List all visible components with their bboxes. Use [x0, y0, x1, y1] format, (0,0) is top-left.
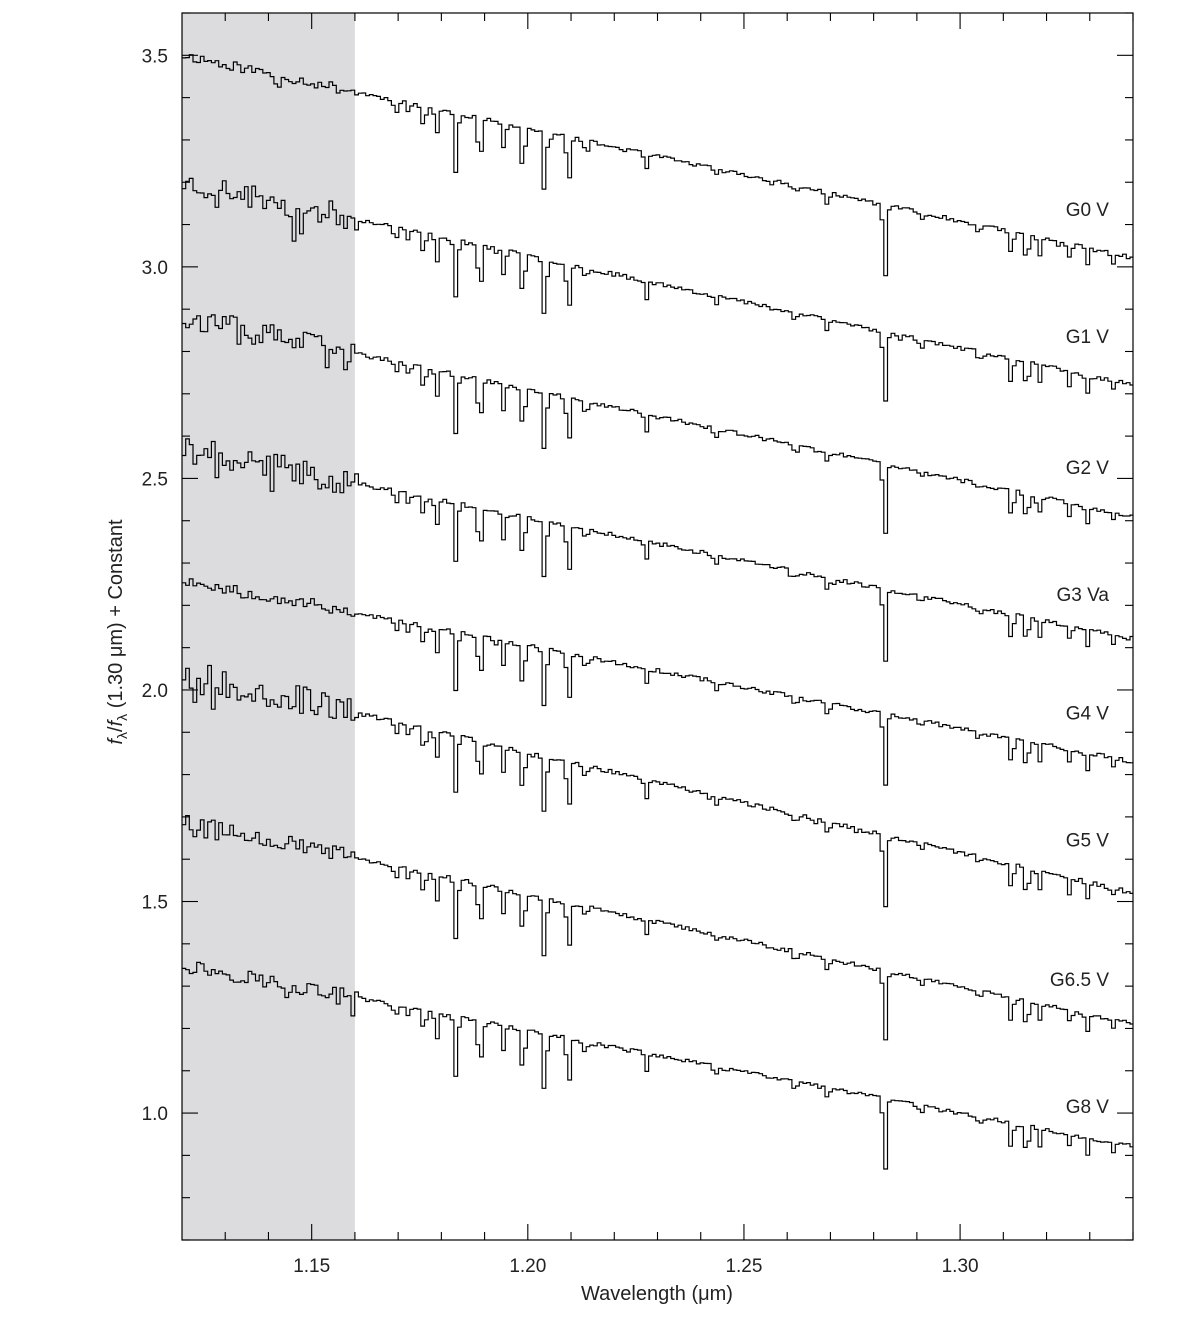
y-tick-label: 1.5 — [142, 893, 168, 914]
y-axis-label-rest: (1.30 μm) + Constant — [105, 519, 127, 714]
y-axis-label: fλ/fλ (1.30 μm) + Constant — [105, 519, 130, 745]
tick-labels: 1.15 1.20 1.25 1.30 1.0 1.5 2.0 2.5 3.0 3.5 — [142, 46, 979, 1277]
spectra-lines — [182, 54, 1133, 1170]
spectrum-line — [182, 314, 1133, 534]
series-label: G8 V — [1066, 1097, 1110, 1118]
axis-ticks — [182, 12, 1134, 1241]
y-tick-label: 3.5 — [142, 46, 168, 67]
spectrum-line — [182, 438, 1133, 662]
plot-frame — [181, 12, 1134, 1241]
y-axis-label-slash: / — [105, 726, 127, 732]
y-tick-label: 1.0 — [142, 1104, 168, 1125]
y-axis-label-f2: f — [105, 718, 127, 726]
spectrum-line — [182, 664, 1133, 908]
y-tick-label: 2.0 — [142, 681, 168, 702]
y-tick-label: 2.5 — [142, 469, 168, 490]
series-labels: G0 V G1 V G2 V G3 Va G4 V G5 V G6.5 V G8 V — [1050, 200, 1110, 1118]
x-tick-label: 1.20 — [509, 1256, 546, 1277]
series-label: G2 V — [1066, 458, 1110, 479]
series-label: G0 V — [1066, 200, 1110, 221]
series-label: G4 V — [1066, 704, 1110, 725]
series-label: G6.5 V — [1050, 970, 1109, 991]
spectrum-line — [182, 961, 1133, 1170]
series-label: G1 V — [1066, 327, 1110, 348]
series-label: G3 Va — [1057, 585, 1110, 606]
spectrum-line — [182, 177, 1133, 402]
y-axis-label-sub1: λ — [114, 732, 130, 739]
spectrum-line — [182, 578, 1133, 786]
y-tick-label: 3.0 — [142, 258, 168, 279]
x-axis-label: Wavelength (μm) — [581, 1283, 733, 1305]
series-label: G5 V — [1066, 831, 1110, 852]
x-tick-label: 1.15 — [293, 1256, 330, 1277]
spectrum-line — [182, 815, 1133, 1041]
y-axis-label-sub2: λ — [114, 714, 130, 721]
spectrum-line — [182, 54, 1133, 277]
y-axis-label-f1: f — [105, 737, 127, 745]
x-tick-label: 1.25 — [725, 1256, 762, 1277]
x-tick-label: 1.30 — [942, 1256, 979, 1277]
